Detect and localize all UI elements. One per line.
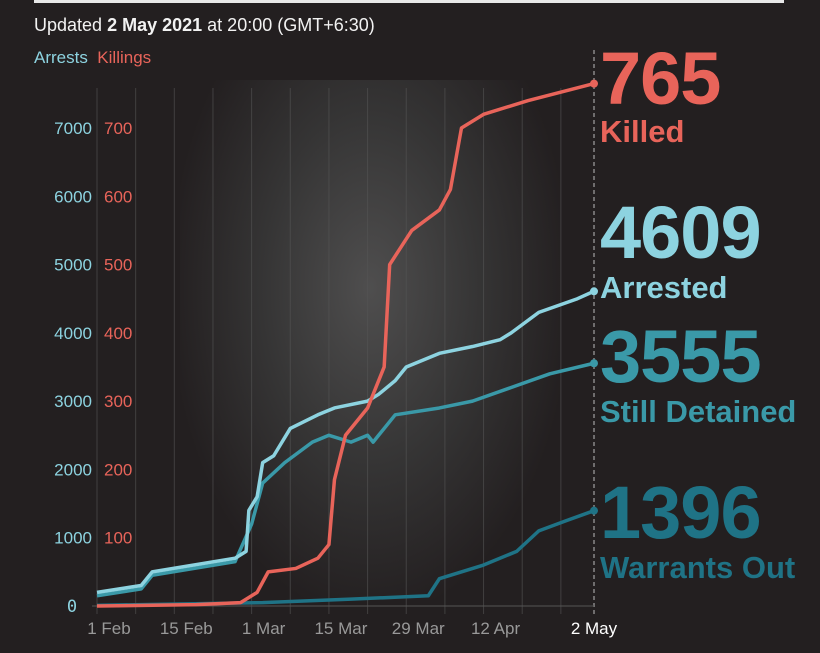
updated-text: Updated 2 May 2021 at 20:00 (GMT+6:30) xyxy=(34,15,375,36)
y-left-tick-label: 3000 xyxy=(54,392,92,411)
y-left-tick-label: 4000 xyxy=(54,324,92,343)
top-rule xyxy=(34,0,784,3)
updated-prefix: Updated xyxy=(34,15,103,35)
legend-killings: Killings xyxy=(97,48,152,67)
detained-label: Still Detained xyxy=(600,394,797,429)
series-line-warrants-out xyxy=(96,509,595,608)
x-tick-label: 15 Mar xyxy=(314,619,367,638)
warrants-value: 1396 xyxy=(600,471,762,554)
legend: Arrests Killings xyxy=(34,48,151,68)
killed-value: 765 xyxy=(600,37,721,120)
series-line-killed xyxy=(96,81,595,608)
x-tick-label: 12 Apr xyxy=(471,619,520,638)
warrants-label: Warrants Out xyxy=(600,550,796,585)
x-tick-label: 1 Feb xyxy=(87,619,130,638)
y-left-tick-label: 5000 xyxy=(54,256,92,275)
y-right-tick-label: 300 xyxy=(104,392,132,411)
y-left-tick-label: 6000 xyxy=(54,187,92,206)
series-end-point xyxy=(590,506,598,515)
updated-suffix: at 20:00 (GMT+6:30) xyxy=(207,15,375,35)
series-end-point xyxy=(590,287,598,296)
x-tick-label: 29 Mar xyxy=(392,619,445,638)
y-right-tick-label: 200 xyxy=(104,460,132,479)
arrested-value: 4609 xyxy=(600,191,762,274)
series-end-point xyxy=(590,79,598,88)
y-right-tick-label: 600 xyxy=(104,187,132,206)
updated-date: 2 May 2021 xyxy=(107,15,203,35)
series-end-point xyxy=(590,359,598,368)
y-right-tick-label: 700 xyxy=(104,119,132,138)
x-tick-label: 1 Mar xyxy=(242,619,286,638)
legend-arrests: Arrests xyxy=(34,48,88,67)
y-tick-label: 0 xyxy=(67,597,77,617)
x-tick-label: 2 May xyxy=(571,619,618,638)
arrested-label: Arrested xyxy=(600,270,728,305)
series-line-arrested xyxy=(96,289,595,595)
detained-value: 3555 xyxy=(600,315,762,398)
y-right-tick-label: 100 xyxy=(104,529,132,548)
y-right-tick-label: 400 xyxy=(104,324,132,343)
y-left-tick-label: 1000 xyxy=(54,529,92,548)
y-left-tick-label: 7000 xyxy=(54,119,92,138)
series-line-still-detained xyxy=(96,361,595,598)
y-right-tick-label: 500 xyxy=(104,256,132,275)
y-left-tick-label: 2000 xyxy=(54,460,92,479)
killed-label: Killed xyxy=(600,114,685,149)
x-tick-label: 15 Feb xyxy=(160,619,213,638)
